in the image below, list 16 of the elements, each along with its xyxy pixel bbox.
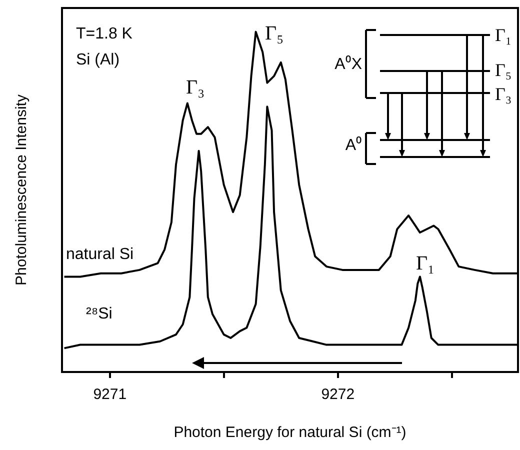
- series-label: ²⁸Si: [86, 306, 112, 323]
- y-axis-title: Photoluminescence Intensity: [13, 94, 30, 286]
- annotation: A⁰X: [334, 55, 362, 74]
- x-axis-title: Photon Energy for natural Si (cm⁻¹): [174, 424, 406, 442]
- annotation: Γ₅: [265, 22, 284, 44]
- annotation: Γ₁: [495, 25, 512, 46]
- annotation: A⁰: [345, 136, 362, 154]
- x-tick-label: 9271: [93, 386, 127, 404]
- x-tick-label: 9272: [321, 386, 355, 404]
- annotation: T=1.8 K: [76, 25, 133, 42]
- annotation: Γ₃: [495, 84, 512, 104]
- series-label: natural Si: [66, 246, 134, 264]
- annotation: Γ₁: [416, 252, 435, 274]
- annotation: Γ₃: [186, 76, 205, 98]
- annotation: Γ₅: [495, 60, 512, 80]
- annotation: Si (Al): [76, 51, 120, 68]
